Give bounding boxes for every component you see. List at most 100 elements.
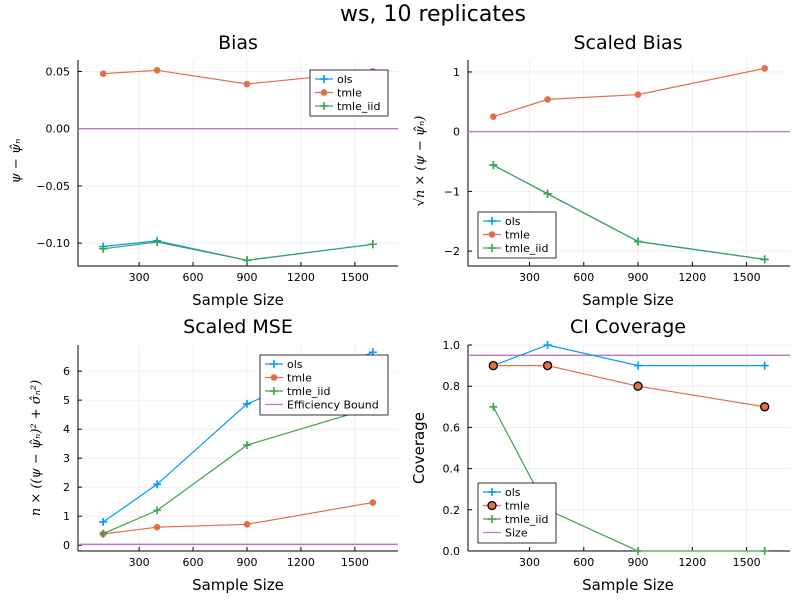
legend-marker-tmle [270,374,278,381]
x-tick-label: 900 [628,556,649,569]
y-tick-label: −0.05 [36,180,70,193]
y-tick-label: 1 [453,66,460,79]
x-tick-label: 900 [236,271,257,284]
y-axis-label: n × ((ψ − ψ̂ₙ)² + σ̂ₙ²) [29,380,44,516]
legend-label: Efficiency Bound [287,399,379,412]
data-point-tmle [542,360,553,371]
legend-marker-ols [270,360,278,368]
legend-label: tmle [505,229,530,242]
x-axis-label: Sample Size [192,576,284,594]
legend-label: Size [505,527,528,540]
legend-label: tmle_iid [287,385,330,398]
y-axis-label: Coverage [410,412,428,484]
y-tick-label: 2 [63,481,70,494]
y-axis-label: ψ − ψ̂ₙ [9,139,24,184]
data-point-tmle [488,360,498,371]
series-line-tmle_iid [492,406,765,552]
series-line-tmle_iid [493,164,765,260]
x-tick-label: 1500 [733,271,761,284]
data-point-tmle_iid [242,256,251,265]
x-axis-label: Sample Size [582,576,674,594]
legend-label: tmle [287,372,312,385]
data-point-tmle_iid [760,255,769,264]
legend-marker-tmle_iid [320,102,328,110]
y-tick-label: 5 [63,394,70,407]
y-tick-label: 0.6 [443,421,461,434]
x-tick-label: 600 [573,556,594,569]
y-tick-label: −1 [444,185,460,198]
data-point-tmle_iid [634,547,643,555]
panel-title: Bias [218,32,258,54]
legend-marker-ols [320,75,328,83]
legend-marker-tmle [320,89,328,96]
y-tick-label: −0.10 [36,237,70,250]
plot-area-2: 300 600 900 1200 1500 0 1 2 3 4 5 6 olstmletmle_iidE… [63,345,398,569]
data-point-ols [760,361,769,370]
data-point-ols [543,341,552,349]
y-tick-label: 0.4 [443,463,461,476]
x-tick-label: 1200 [287,271,315,284]
y-tick-label: 1.0 [443,339,461,352]
y-tick-label: 0.2 [443,504,461,517]
data-point-tmle [760,402,770,412]
legend-label: ols [287,358,303,371]
legend-marker-tmle_iid [488,244,496,252]
x-tick-label: 600 [183,556,204,569]
plot-area-3: 300 600 900 1200 15000.00.20.40.60.81.0olstm… [443,339,790,569]
data-point-ols [634,361,643,370]
legend-marker-ols [488,488,496,496]
legend-label: tmle_iid [505,242,548,255]
data-point-tmle_iid [99,244,108,253]
figure-title: ws, 10 replicates [340,2,526,27]
x-tick-label: 1200 [287,556,315,569]
data-point-tmle_iid [153,506,162,515]
data-point-tmle_iid [489,402,498,411]
panel-ci-coverage: CI Coverage Sample Size Coverage [410,316,686,594]
legend-marker-tmle_iid [488,515,496,523]
data-point-tmle_iid [368,240,377,249]
panel-bias: Bias Sample Size ψ − ψ̂ₙ [9,32,284,309]
data-point-tmle [99,70,107,78]
y-tick-label: 3 [63,452,70,465]
y-tick-label: 6 [63,365,70,378]
y-tick-label: 0.00 [46,123,71,136]
y-tick-label: 4 [63,423,70,436]
y-tick-label: 1 [63,510,70,523]
data-point-tmle [243,80,251,88]
legend-label: ols [505,486,521,499]
series-line-tmle [493,67,765,118]
data-point-tmle [153,523,161,531]
y-tick-label: 0.0 [443,545,461,558]
data-point-ols [99,517,108,526]
plot-area-0: 300 600 900 1200 1500−0.10−0.050.000.05olstm… [36,60,398,284]
panel-title: Scaled MSE [183,316,293,338]
x-axis-label: Sample Size [582,291,674,309]
data-point-tmle_iid [489,161,498,170]
x-tick-label: 300 [129,271,150,284]
data-point-tmle_iid [543,189,552,198]
data-point-tmle [490,113,497,121]
x-tick-label: 300 [519,271,540,284]
data-point-tmle [243,521,251,528]
legend-label: tmle [505,500,530,513]
series-line-tmle_iid [102,406,373,535]
y-tick-label: −2 [444,245,460,258]
series-line-tmle [493,365,765,408]
data-point-tmle [544,96,551,103]
series-line-tmle_iid [103,241,373,261]
data-point-ols [242,399,251,408]
data-point-tmle [634,91,642,98]
data-point-tmle_iid [242,441,251,450]
y-tick-label: 0 [453,126,460,139]
y-axis-label: √n × (ψ − ψ̂ₙ) [413,116,428,207]
x-tick-label: 1500 [341,556,369,569]
x-tick-label: 1500 [733,556,761,569]
panel-title: Scaled Bias [573,32,682,54]
y-tick-label: 0.8 [443,380,461,393]
legend-label: tmle_iid [337,100,380,113]
panel-title: CI Coverage [570,316,686,338]
